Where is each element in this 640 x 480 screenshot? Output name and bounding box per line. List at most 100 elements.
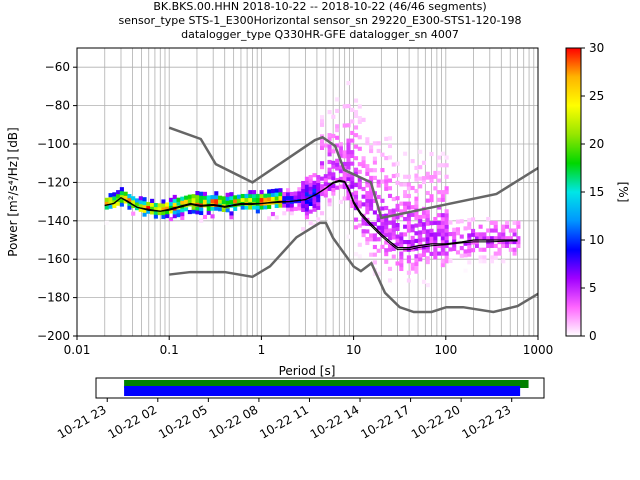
psd-cell bbox=[331, 183, 336, 188]
psd-cell bbox=[493, 255, 498, 260]
psd-cell bbox=[357, 200, 362, 205]
psd-cell bbox=[150, 198, 155, 203]
psd-cell bbox=[134, 198, 140, 203]
psd-cell bbox=[255, 209, 260, 214]
psd-cell bbox=[440, 243, 445, 248]
psd-cell bbox=[414, 188, 419, 194]
psd-cell bbox=[255, 193, 260, 199]
psd-cell bbox=[395, 238, 400, 243]
psd-cell bbox=[346, 192, 351, 197]
psd-cell bbox=[406, 186, 411, 191]
psd-cell bbox=[123, 199, 128, 204]
psd-cell bbox=[512, 220, 517, 225]
psd-cell bbox=[414, 173, 419, 178]
psd-cell bbox=[384, 179, 389, 184]
psd-cell bbox=[357, 177, 362, 182]
psd-cell bbox=[444, 220, 449, 225]
psd-cell bbox=[346, 176, 351, 182]
colorbar-ticks: 0 5 10 15 20 25 30 bbox=[581, 41, 604, 343]
psd-cell bbox=[369, 206, 374, 211]
y-tick-label: −100 bbox=[37, 137, 70, 151]
psd-cell bbox=[372, 160, 377, 165]
psd-cell bbox=[384, 136, 389, 141]
psd-cell bbox=[335, 128, 340, 133]
psd-cell bbox=[229, 192, 234, 197]
psd-cell bbox=[433, 255, 438, 260]
psd-cell bbox=[406, 270, 411, 275]
psd-cell bbox=[286, 195, 291, 200]
psd-cell bbox=[157, 210, 162, 216]
psd-cell bbox=[369, 202, 374, 207]
psd-cell bbox=[403, 193, 408, 199]
psd-cell bbox=[248, 197, 253, 202]
psd-cell bbox=[342, 123, 347, 128]
psd-cell bbox=[172, 210, 177, 215]
psd-cell bbox=[399, 240, 404, 245]
psd-cell bbox=[199, 191, 204, 196]
psd-cell bbox=[376, 183, 381, 188]
psd-cell bbox=[134, 206, 140, 211]
psd-cell bbox=[497, 232, 502, 237]
psd-cell bbox=[482, 236, 487, 241]
timeline-tick-label: 10-22 23 bbox=[459, 402, 513, 441]
psd-cell bbox=[304, 207, 309, 212]
psd-cell bbox=[168, 205, 174, 210]
psd-cell bbox=[421, 252, 427, 258]
psd-cell bbox=[391, 216, 396, 221]
psd-cell bbox=[403, 224, 408, 229]
psd-cell bbox=[225, 200, 230, 205]
psd-cell bbox=[338, 146, 343, 151]
psd-cell bbox=[505, 236, 510, 241]
psd-cell bbox=[263, 193, 268, 198]
psd-cell bbox=[369, 233, 374, 238]
psd-cell bbox=[387, 243, 393, 248]
psd-cell bbox=[365, 137, 370, 142]
psd-cell bbox=[406, 243, 411, 248]
psd-cell bbox=[353, 225, 359, 230]
psd-cell bbox=[493, 228, 498, 233]
psd-cell bbox=[319, 122, 325, 127]
psd-cell bbox=[440, 197, 445, 202]
psd-cell bbox=[414, 238, 419, 244]
psd-cell bbox=[304, 192, 309, 197]
psd-cell bbox=[410, 266, 415, 271]
psd-cell bbox=[391, 246, 396, 252]
psd-cell bbox=[361, 160, 366, 165]
psd-cell bbox=[350, 173, 355, 178]
psd-cell bbox=[342, 104, 347, 109]
psd-cell bbox=[350, 176, 355, 182]
psd-cell bbox=[248, 205, 253, 210]
psd-cell bbox=[342, 184, 347, 190]
psd-cell bbox=[410, 228, 415, 233]
psd-cell bbox=[308, 175, 313, 180]
psd-cell bbox=[425, 236, 430, 242]
psd-cell bbox=[338, 153, 343, 158]
psd-cell bbox=[391, 223, 396, 229]
psd-cell bbox=[365, 171, 370, 176]
psd-cell bbox=[459, 219, 464, 224]
psd-cell bbox=[274, 203, 279, 209]
psd-cell bbox=[357, 181, 362, 186]
psd-cell bbox=[501, 232, 506, 237]
psd-cell bbox=[316, 194, 321, 199]
psd-cell bbox=[414, 196, 419, 201]
psd-cell bbox=[142, 201, 147, 206]
psd-cell bbox=[429, 228, 434, 233]
psd-cell bbox=[180, 200, 185, 205]
psd-cell bbox=[387, 178, 393, 183]
psd-cell bbox=[131, 196, 136, 201]
psd-cell bbox=[153, 206, 158, 211]
psd-cell bbox=[365, 194, 370, 199]
psd-cell bbox=[418, 149, 423, 154]
psd-cell bbox=[282, 203, 287, 208]
psd-cell bbox=[448, 220, 453, 225]
psd-cell bbox=[376, 141, 381, 146]
psd-cell bbox=[335, 177, 340, 183]
psd-cell bbox=[184, 199, 189, 204]
psd-cell bbox=[493, 251, 498, 256]
psd-cell bbox=[327, 198, 332, 203]
psd-cell bbox=[395, 223, 400, 228]
psd-cell bbox=[365, 190, 370, 196]
psd-cell bbox=[218, 207, 223, 212]
psd-cell bbox=[387, 209, 393, 214]
